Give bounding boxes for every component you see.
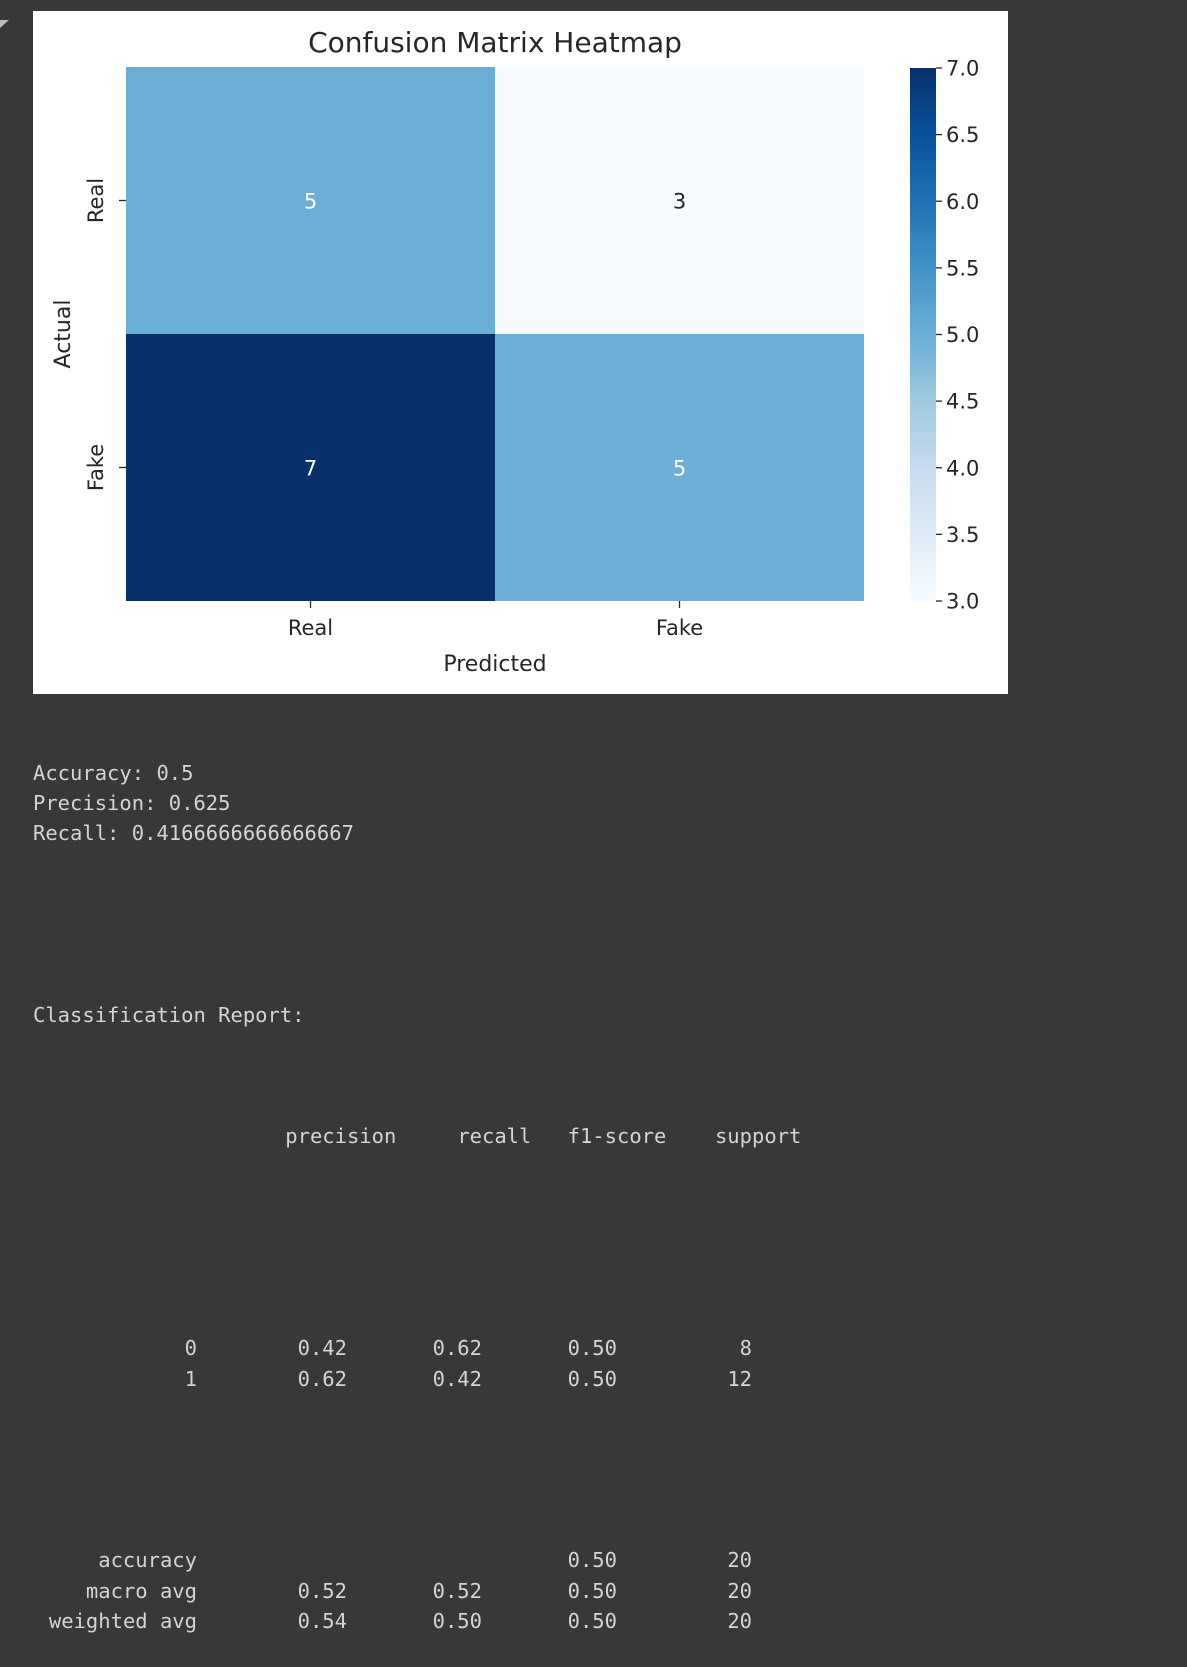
x-axis-label: Predicted: [443, 652, 546, 677]
report-cell-label: accuracy: [98, 1548, 197, 1573]
heatmap-figure: Confusion Matrix Heatmap 5 3 7 5 Real Fake R…: [33, 11, 1008, 694]
column-header-support: support: [714, 1124, 802, 1149]
report-cell-label: macro avg: [85, 1578, 197, 1603]
colorbar-tick-label: 4.5: [946, 390, 979, 414]
metric-label: Accuracy:: [33, 760, 145, 785]
report-cell-f1: 0.50: [567, 1336, 617, 1361]
y-tick-label: Fake: [84, 444, 108, 491]
confusion-matrix-heatmap: Confusion Matrix Heatmap 5 3 7 5 Real Fake R…: [51, 26, 979, 677]
console-output: Accuracy: 0.5 Precision: 0.625 Recall: 0.4…: [33, 697, 801, 1667]
heatmap-cell-fake-fake: [495, 334, 864, 601]
heatmap-cell-real-real: [126, 67, 495, 334]
report-cell-support: 8: [739, 1336, 752, 1361]
metric-value: 0.4166666666666667: [131, 821, 354, 846]
column-header-precision: precision: [285, 1124, 397, 1149]
colorbar: [910, 68, 936, 601]
x-tick-label: Real: [288, 616, 333, 640]
report-row: 0 0.42 0.62 0.50 8: [33, 1333, 801, 1363]
colorbar-tick-label: 6.0: [946, 190, 979, 214]
heatmap-cell-fake-real: [126, 334, 495, 601]
metric-precision: Precision: 0.625: [33, 788, 801, 818]
report-row: weighted avg 0.54 0.50 0.50 20: [33, 1606, 801, 1636]
collapse-arrow-icon[interactable]: [0, 16, 10, 36]
report-cell-f1: 0.50: [567, 1548, 617, 1573]
colorbar-tick-label: 5.0: [946, 323, 979, 347]
report-cell-precision: 0.54: [297, 1608, 347, 1633]
metric-label: Precision:: [33, 790, 157, 815]
report-cell-recall: 0.52: [432, 1578, 482, 1603]
report-cell-support: 20: [727, 1578, 752, 1603]
report-cell-f1: 0.50: [567, 1608, 617, 1633]
metric-recall: Recall: 0.4166666666666667: [33, 818, 801, 848]
column-header-recall: recall: [457, 1124, 532, 1149]
report-cell-support: 20: [727, 1608, 752, 1633]
colorbar-tick-label: 3.5: [946, 523, 979, 547]
metric-accuracy: Accuracy: 0.5: [33, 758, 801, 788]
metric-label: Recall:: [33, 821, 120, 846]
report-cell-support: 12: [727, 1366, 752, 1391]
y-axis-label: Actual: [51, 300, 76, 369]
report-cell-f1: 0.50: [567, 1366, 617, 1391]
report-cell-precision: 0.52: [297, 1578, 347, 1603]
colorbar-tick-label: 4.0: [946, 456, 979, 480]
cell-value-label: 5: [304, 190, 317, 214]
report-cell-label: weighted avg: [48, 1608, 197, 1633]
report-cell-recall: 0.62: [432, 1336, 482, 1361]
x-tick-label: Fake: [656, 616, 703, 640]
report-cell-precision: 0.42: [297, 1336, 347, 1361]
report-cell-recall: 0.50: [432, 1608, 482, 1633]
metrics-block: Accuracy: 0.5 Precision: 0.625 Recall: 0.4…: [33, 758, 801, 849]
cell-value-label: 7: [304, 457, 317, 481]
report-heading: Classification Report:: [33, 1002, 305, 1027]
colorbar-tick-label: 3.0: [946, 590, 979, 614]
report-row: accuracy 0.50 20: [33, 1545, 801, 1575]
heatmap-cell-real-fake: [495, 67, 864, 334]
y-tick-label: Real: [84, 178, 108, 223]
metric-value: 0.5: [156, 760, 194, 785]
column-header-f1-score: f1-score: [567, 1124, 667, 1149]
report-cell-f1: 0.50: [567, 1578, 617, 1603]
colorbar-tick-label: 5.5: [946, 256, 979, 280]
colorbar-tick-label: 6.5: [946, 123, 979, 147]
cell-value-label: 5: [673, 457, 686, 481]
report-column-headers: precision recall f1-score support: [33, 1091, 801, 1182]
report-cell-label: 0: [184, 1336, 197, 1361]
metric-value: 0.625: [168, 790, 231, 815]
report-row: macro avg 0.52 0.52 0.50 20: [33, 1576, 801, 1606]
cell-value-label: 3: [673, 190, 686, 214]
report-row: 1 0.62 0.42 0.50 12: [33, 1364, 801, 1394]
chart-title: Confusion Matrix Heatmap: [308, 26, 682, 59]
report-cell-support: 20: [727, 1548, 752, 1573]
report-cell-precision: 0.62: [297, 1366, 347, 1391]
colorbar-tick-label: 7.0: [946, 57, 979, 81]
report-cell-recall: 0.42: [432, 1366, 482, 1391]
report-cell-label: 1: [184, 1366, 197, 1391]
